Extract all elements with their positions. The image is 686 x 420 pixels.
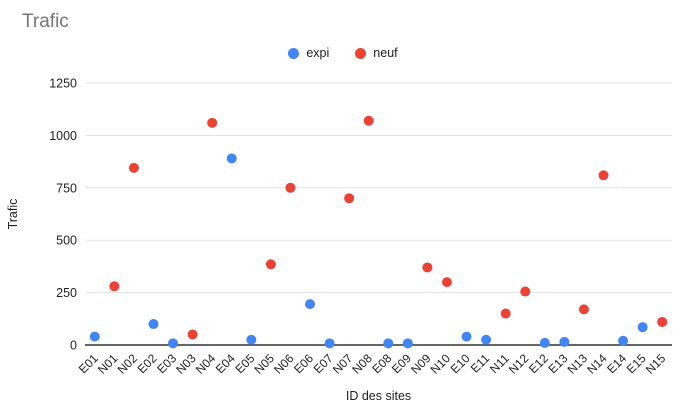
y-tick-label: 0 bbox=[70, 339, 77, 353]
legend-item-expi: expi bbox=[288, 46, 329, 60]
legend-item-neuf: neuf bbox=[355, 46, 398, 60]
data-point-E01 bbox=[89, 331, 100, 342]
data-point-E02 bbox=[148, 319, 159, 330]
data-point-E15 bbox=[637, 322, 648, 333]
legend-label-expi: expi bbox=[306, 46, 330, 60]
y-axis-title: Trafic bbox=[6, 198, 20, 230]
data-point-N01 bbox=[109, 281, 120, 292]
data-point-N06 bbox=[285, 182, 296, 193]
x-tick-label: N15 bbox=[643, 351, 669, 377]
chart-title: Trafic bbox=[22, 11, 69, 32]
data-point-N10 bbox=[441, 277, 452, 288]
data-point-E05 bbox=[246, 334, 257, 345]
data-point-E12 bbox=[539, 337, 550, 348]
data-point-N15 bbox=[657, 316, 668, 327]
data-point-E11 bbox=[481, 334, 492, 345]
data-point-N12 bbox=[520, 286, 531, 297]
data-point-E03 bbox=[168, 338, 179, 349]
data-point-N11 bbox=[500, 308, 511, 319]
data-point-E09 bbox=[402, 338, 413, 349]
data-point-N05 bbox=[265, 259, 276, 270]
y-tick-label: 250 bbox=[56, 286, 77, 300]
data-point-N14 bbox=[598, 170, 609, 181]
x-axis-title: ID des sites bbox=[345, 389, 412, 403]
legend-marker-expi-icon bbox=[288, 47, 300, 59]
y-tick-label: 500 bbox=[56, 234, 77, 248]
data-point-N09 bbox=[422, 262, 433, 273]
data-point-E10 bbox=[461, 331, 472, 342]
data-point-N07 bbox=[344, 193, 355, 204]
chart-legend: expi neuf bbox=[0, 46, 686, 60]
data-point-E14 bbox=[618, 335, 629, 346]
data-point-N04 bbox=[207, 117, 218, 128]
legend-label-neuf: neuf bbox=[373, 46, 398, 60]
y-tick-label: 1250 bbox=[49, 77, 77, 91]
data-point-E13 bbox=[559, 336, 570, 347]
data-point-N02 bbox=[128, 162, 139, 173]
y-tick-label: 750 bbox=[56, 181, 77, 195]
data-point-E06 bbox=[305, 299, 316, 310]
data-point-N13 bbox=[578, 304, 589, 315]
data-point-N03 bbox=[187, 329, 198, 340]
legend-marker-neuf-icon bbox=[355, 47, 367, 59]
data-point-E08 bbox=[383, 338, 394, 349]
y-tick-label: 1000 bbox=[49, 129, 77, 143]
data-point-E07 bbox=[324, 338, 335, 349]
data-point-N08 bbox=[363, 115, 374, 126]
data-point-E04 bbox=[226, 153, 237, 164]
